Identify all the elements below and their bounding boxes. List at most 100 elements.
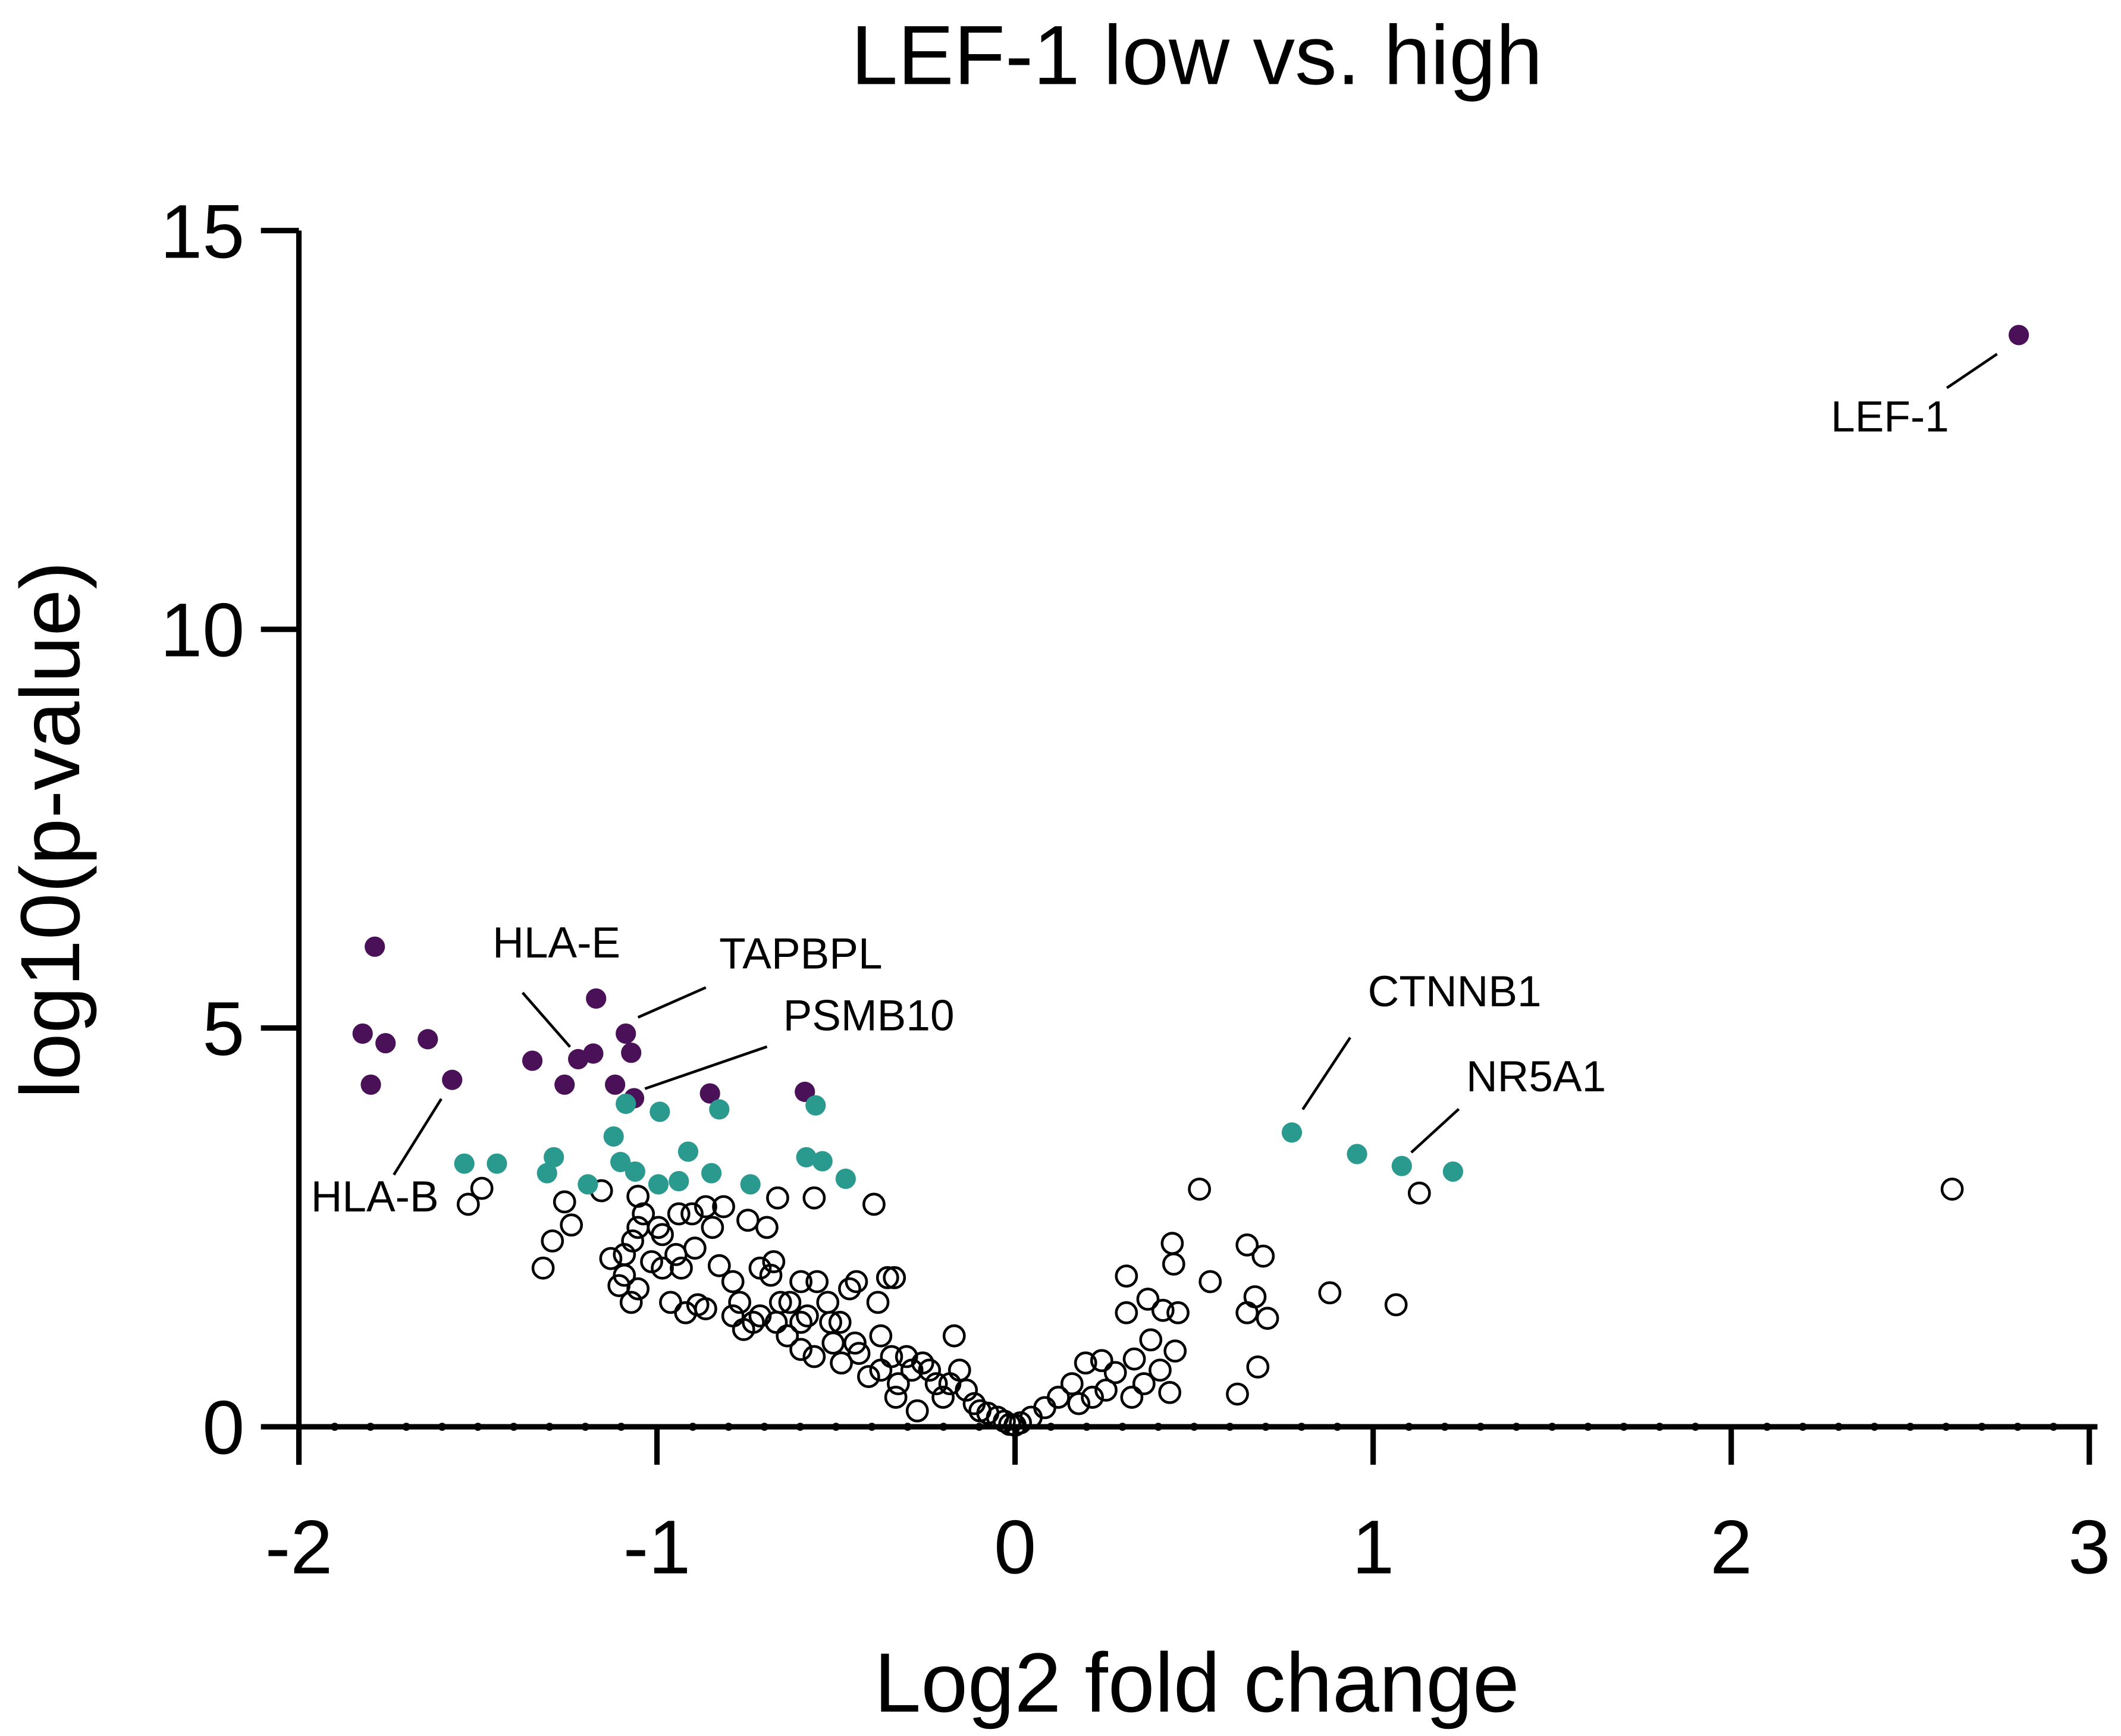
leader-line (1946, 353, 1998, 390)
y-axis-label: log10(p-value) (3, 561, 97, 1099)
y-tick-label: 5 (202, 987, 244, 1072)
open-point (1151, 1298, 1175, 1322)
x-minor-tick (1083, 1423, 1091, 1431)
point-label: NR5A1 (1466, 1053, 1606, 1101)
open-point (1120, 1386, 1144, 1409)
open-point (619, 1291, 643, 1314)
x-tick-label: -2 (265, 1505, 333, 1590)
point (621, 1043, 642, 1063)
x-minor-tick (1942, 1423, 1950, 1431)
open-point (869, 1324, 893, 1348)
open-point (1166, 1301, 1190, 1324)
open-point (911, 1351, 934, 1375)
x-minor-tick (1620, 1423, 1628, 1431)
x-minor-tick (760, 1423, 769, 1431)
open-point (1094, 1378, 1118, 1402)
open-point (856, 1365, 880, 1388)
point-label: TAPBPL (719, 930, 882, 978)
point (554, 1074, 575, 1095)
open-point (742, 1311, 765, 1334)
leader-line (393, 1098, 443, 1176)
x-minor-tick (1190, 1423, 1198, 1431)
point (1281, 1122, 1303, 1143)
open-point (701, 1216, 724, 1239)
y-tick-label: 0 (202, 1386, 244, 1471)
point (1442, 1161, 1464, 1182)
open-point (748, 1304, 772, 1328)
x-minor-tick (975, 1423, 984, 1431)
open-point (1940, 1178, 1964, 1201)
open-point (845, 1270, 868, 1294)
point (610, 1151, 631, 1172)
open-point (694, 1195, 717, 1219)
open-point (1033, 1396, 1056, 1420)
open-point (721, 1270, 745, 1294)
open-point (884, 1386, 908, 1409)
open-point (1251, 1244, 1275, 1268)
x-minor-tick (688, 1423, 697, 1431)
open-point (942, 1324, 966, 1348)
x-minor-tick (724, 1423, 733, 1431)
open-point (728, 1291, 752, 1314)
point (454, 1153, 475, 1174)
open-point (993, 1409, 1016, 1433)
open-point (998, 1412, 1021, 1436)
point (365, 936, 385, 957)
open-point (659, 1291, 682, 1314)
open-point (531, 1256, 555, 1280)
open-point (1158, 1381, 1182, 1404)
open-point (838, 1277, 861, 1301)
open-point (1122, 1347, 1146, 1371)
leader-line (521, 991, 572, 1048)
open-point (1256, 1307, 1279, 1330)
x-tick-label: 2 (1710, 1505, 1752, 1590)
open-point (626, 1216, 650, 1239)
point (544, 1147, 564, 1167)
open-point (918, 1358, 942, 1382)
x-minor-tick (1763, 1423, 1771, 1431)
x-minor-tick (1046, 1423, 1055, 1431)
point (699, 1083, 720, 1104)
point-label: LEF-1 (1831, 393, 1949, 441)
open-point (905, 1399, 929, 1423)
x-minor-tick (1476, 1423, 1485, 1431)
point (740, 1174, 761, 1195)
point (796, 1147, 817, 1167)
open-point (541, 1229, 564, 1253)
open-point (778, 1291, 802, 1314)
x-minor-tick (1691, 1423, 1700, 1431)
open-point (680, 1202, 704, 1226)
x-tick-label: 3 (2068, 1505, 2110, 1590)
point (677, 1141, 699, 1162)
open-point (1115, 1264, 1138, 1288)
open-point (1067, 1392, 1091, 1415)
point (418, 1029, 438, 1050)
point (586, 988, 607, 1009)
x-minor-tick (1978, 1423, 1986, 1431)
point (578, 1174, 598, 1195)
open-point (830, 1351, 853, 1375)
open-point (1318, 1281, 1342, 1305)
x-tick-label: 1 (1352, 1505, 1394, 1590)
open-point (560, 1213, 583, 1237)
open-point (1136, 1288, 1160, 1311)
point (603, 1126, 624, 1147)
open-point (674, 1301, 698, 1324)
point (709, 1099, 730, 1120)
x-minor-tick (867, 1423, 876, 1431)
point (669, 1170, 689, 1192)
x-minor-tick (1870, 1423, 1879, 1431)
open-point (683, 1236, 707, 1260)
open-point (667, 1202, 691, 1226)
open-point (869, 1358, 893, 1382)
open-point (866, 1291, 890, 1314)
open-point (1226, 1382, 1249, 1406)
point (812, 1151, 833, 1172)
x-minor-tick (1405, 1423, 1413, 1431)
open-point (647, 1216, 670, 1239)
point (648, 1174, 669, 1195)
open-point (1235, 1301, 1259, 1324)
x-minor-tick (2013, 1423, 2022, 1431)
point (795, 1081, 815, 1102)
